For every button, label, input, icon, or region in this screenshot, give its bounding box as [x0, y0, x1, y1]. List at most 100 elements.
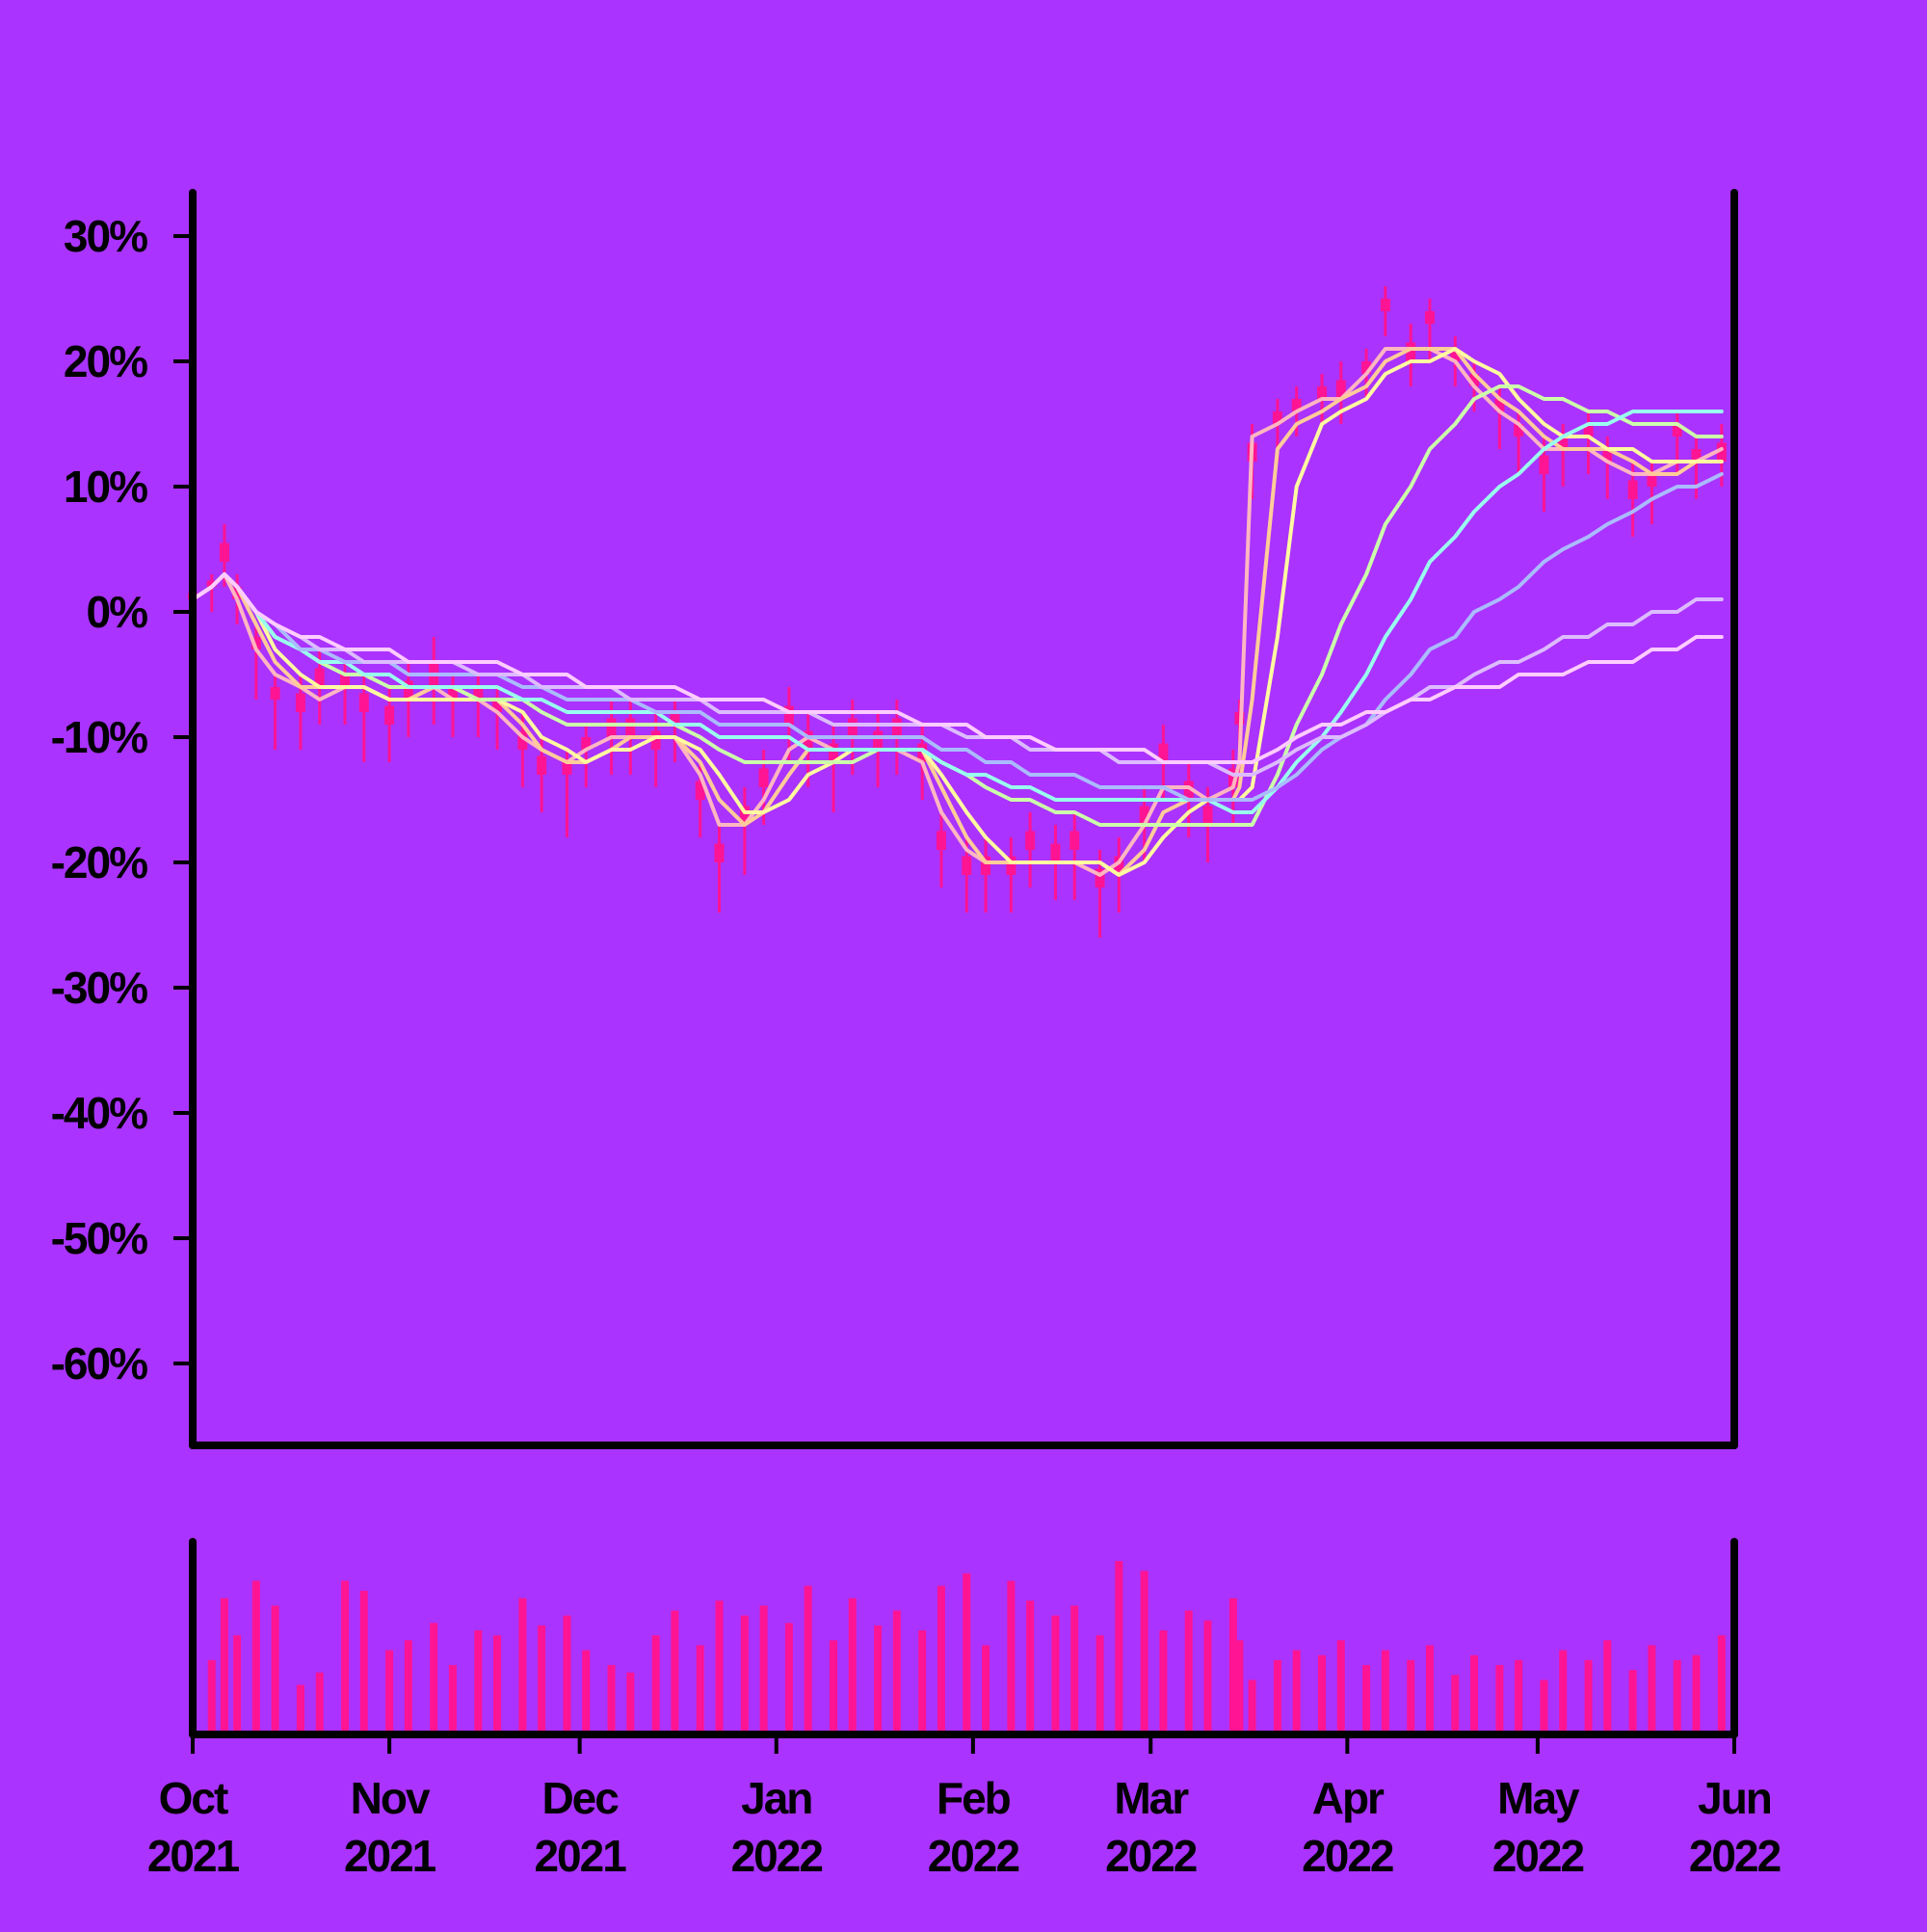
volume-bar [784, 1623, 793, 1734]
volume-bar [1007, 1580, 1016, 1734]
x-tick-label-month: Feb [937, 1773, 1011, 1823]
y-tick-label: -10% [51, 712, 147, 762]
volume-bar [1184, 1610, 1193, 1734]
volume-bar [233, 1635, 242, 1734]
y-axis: 30% 20% 10% 0% -10% -20% -30% -40% -50% -60% [51, 211, 193, 1389]
volume-bar [1362, 1665, 1371, 1734]
volume-bar [1026, 1601, 1035, 1734]
x-tick-label-month: Oct [159, 1773, 228, 1823]
volume-bar [1540, 1680, 1548, 1734]
price-bar [232, 587, 243, 599]
price-bar [1114, 856, 1124, 875]
price-bar [1672, 424, 1682, 437]
x-tick-label-month: Jan [741, 1773, 811, 1823]
x-tick-label-year: 2022 [928, 1831, 1019, 1881]
volume-bar [963, 1573, 971, 1734]
price-bar [473, 687, 484, 700]
price-bar [1647, 474, 1657, 487]
moving-average-line-3 [191, 347, 1724, 877]
volume-bar [1692, 1654, 1701, 1734]
moving-average-line-6 [191, 472, 1724, 802]
volume-bar [830, 1640, 838, 1734]
price-bar [1006, 856, 1016, 875]
volume-bar [651, 1635, 660, 1734]
volume-bar [848, 1598, 857, 1734]
price-bar [1227, 768, 1238, 787]
price-bar [1050, 843, 1061, 862]
price-bar [606, 718, 617, 737]
price-bar [829, 743, 839, 762]
volume-bar [430, 1623, 438, 1734]
volume-bar [315, 1672, 324, 1734]
volume-bar [359, 1590, 368, 1734]
moving-average-line-5 [191, 410, 1724, 814]
volume-bar [892, 1610, 901, 1734]
price-bar [936, 831, 946, 850]
volume-bar [715, 1601, 724, 1734]
price-bar [1202, 806, 1213, 825]
volume-bar [1515, 1659, 1523, 1734]
volume-bar [804, 1585, 812, 1734]
volume-bar [493, 1635, 502, 1734]
price-bar [1069, 831, 1080, 850]
price-bar [1583, 424, 1594, 437]
volume-bar [1451, 1675, 1460, 1734]
volume-bar [1203, 1620, 1212, 1734]
price-bar [251, 637, 261, 649]
price-bar [1139, 806, 1149, 825]
y-tick-label: -60% [51, 1338, 147, 1389]
volume-bar [607, 1665, 616, 1734]
x-tick-label-month: Apr [1312, 1773, 1385, 1823]
volume-bar [671, 1610, 679, 1734]
x-tick-label-year: 2021 [147, 1831, 240, 1881]
price-bar [758, 768, 769, 787]
price-bar [537, 755, 547, 775]
y-tick-label: -50% [51, 1213, 147, 1263]
volume-bar [1248, 1680, 1256, 1734]
x-tick-label-year: 2022 [1492, 1831, 1584, 1881]
x-tick-label-year: 2022 [1302, 1831, 1393, 1881]
price-bar [1272, 411, 1282, 424]
volume-bar [982, 1645, 990, 1734]
volume-bar [538, 1625, 546, 1734]
price-bar [625, 718, 636, 737]
volume-bar [341, 1580, 350, 1734]
y-tick-label: 10% [64, 462, 147, 512]
price-bar [1627, 480, 1638, 499]
y-tick-label: -40% [51, 1088, 147, 1138]
price-bar [1494, 399, 1505, 411]
x-axis: Oct 2021 Nov 2021 Dec 2021 Jan 2022 Feb 2022 Mar 20… [147, 1734, 1782, 1881]
volume-bar [1603, 1640, 1612, 1734]
x-tick-label-year: 2022 [731, 1831, 823, 1881]
price-bar [358, 693, 369, 712]
volume-bar [1115, 1561, 1123, 1734]
volume-bar [251, 1580, 260, 1734]
volume-bar [404, 1640, 412, 1734]
price-bar [1380, 299, 1390, 311]
price-bar [1539, 455, 1549, 474]
price-bar [340, 675, 351, 687]
volume-bar [874, 1625, 883, 1734]
volume-bar [1159, 1630, 1168, 1734]
price-bar [1291, 399, 1302, 411]
volume-bar [1717, 1635, 1726, 1734]
x-tick-label-year: 2022 [1105, 1831, 1197, 1881]
volume-bar [1407, 1659, 1415, 1734]
y-tick-label: 0% [87, 587, 148, 637]
volume-bar [1228, 1598, 1237, 1734]
volume-bar [582, 1650, 591, 1734]
volume-bar [1273, 1659, 1281, 1734]
y-tick-label: 20% [64, 336, 147, 386]
price-bar [206, 580, 217, 587]
volume-bar [1673, 1659, 1681, 1734]
volume-bar [759, 1605, 768, 1734]
volume-bar [1070, 1605, 1079, 1734]
x-tick-label-month: Dec [541, 1773, 619, 1823]
y-tick-label: 30% [64, 211, 147, 261]
x-tick-label-year: 2021 [534, 1831, 626, 1881]
price-bar [492, 700, 503, 712]
volume-bar [1318, 1654, 1327, 1734]
volume-bar [563, 1615, 571, 1734]
price-bar [981, 856, 991, 875]
price-bar [403, 680, 413, 700]
